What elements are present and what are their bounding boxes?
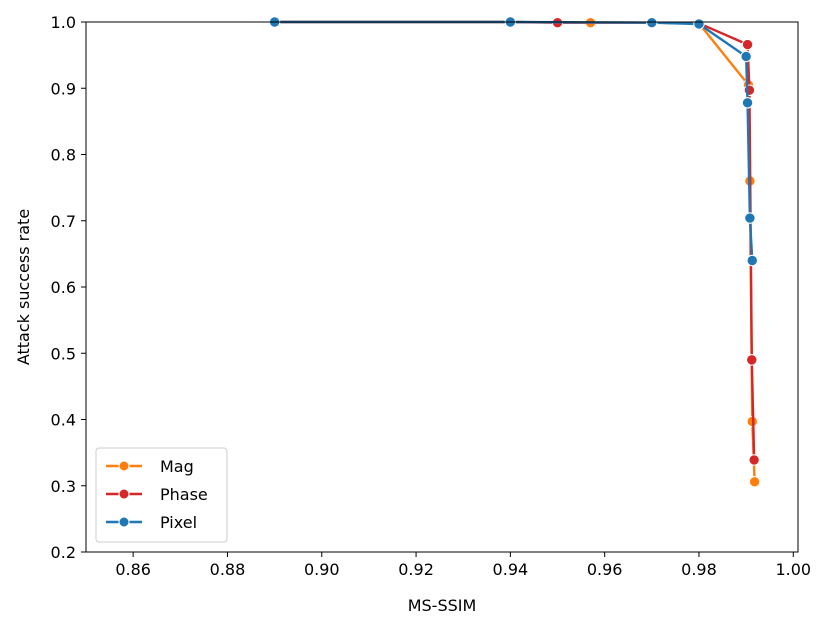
data-point-phase xyxy=(743,84,756,96)
data-point-pixel xyxy=(693,18,705,30)
data-point-pixel xyxy=(744,212,756,224)
x-tick-label: 0.94 xyxy=(493,560,529,579)
y-tick-label: 0.7 xyxy=(51,212,76,231)
y-tick-label: 0.6 xyxy=(51,278,76,297)
legend-label-mag: Mag xyxy=(160,457,194,476)
data-point-pixel xyxy=(740,50,752,63)
legend-marker-pixel xyxy=(118,516,130,528)
data-point-pixel xyxy=(741,97,754,109)
data-point-pixel xyxy=(646,16,658,29)
data-point-pixel xyxy=(746,254,758,267)
y-tick-label: 1.0 xyxy=(51,13,76,32)
x-tick-label: 0.86 xyxy=(115,560,151,579)
y-tick-label: 0.4 xyxy=(51,411,76,430)
data-point-phase xyxy=(741,38,754,51)
y-tick-label: 0.2 xyxy=(51,543,76,562)
y-tick-label: 0.3 xyxy=(51,477,76,496)
series-phase xyxy=(268,16,760,466)
x-tick-label: 0.88 xyxy=(210,560,246,579)
x-axis-ticks: 0.86 0.88 0.90 0.92 0.94 0.96 0.98 1.00 xyxy=(115,552,811,579)
legend-label-pixel: Pixel xyxy=(160,513,197,532)
x-tick-label: 1.00 xyxy=(775,560,811,579)
series-line-phase xyxy=(274,20,756,460)
y-tick-label: 0.5 xyxy=(51,344,76,363)
legend-label-phase: Phase xyxy=(160,485,208,504)
legend-item-phase: Phase xyxy=(106,485,208,504)
data-point-phase xyxy=(746,354,758,366)
x-tick-label: 0.98 xyxy=(681,560,717,579)
series-line-pixel xyxy=(274,20,754,261)
legend-marker-phase xyxy=(118,488,130,500)
x-tick-label: 0.96 xyxy=(587,560,623,579)
x-tick-label: 0.90 xyxy=(304,560,340,579)
legend-item-mag: Mag xyxy=(106,457,194,476)
series-line-mag xyxy=(274,20,756,482)
series-pixel xyxy=(268,16,758,267)
y-tick-label: 0.8 xyxy=(51,146,76,165)
y-axis-title: Attack success rate xyxy=(14,209,33,365)
x-axis-title: MS-SSIM xyxy=(408,596,477,615)
legend-item-pixel: Pixel xyxy=(106,513,197,532)
x-tick-label: 0.92 xyxy=(398,560,434,579)
data-point-mag xyxy=(748,476,761,488)
series-layer xyxy=(268,16,761,488)
data-point-phase xyxy=(748,454,760,466)
series-mag xyxy=(268,16,761,488)
legend-frame xyxy=(95,447,228,543)
legend: Mag Phase Pixel xyxy=(95,447,228,543)
legend-marker-mag xyxy=(118,460,130,472)
y-tick-label: 0.9 xyxy=(51,79,76,98)
y-axis-ticks: 0.2 0.3 0.4 0.5 0.6 0.7 0.8 0.9 1.0 xyxy=(51,13,86,562)
